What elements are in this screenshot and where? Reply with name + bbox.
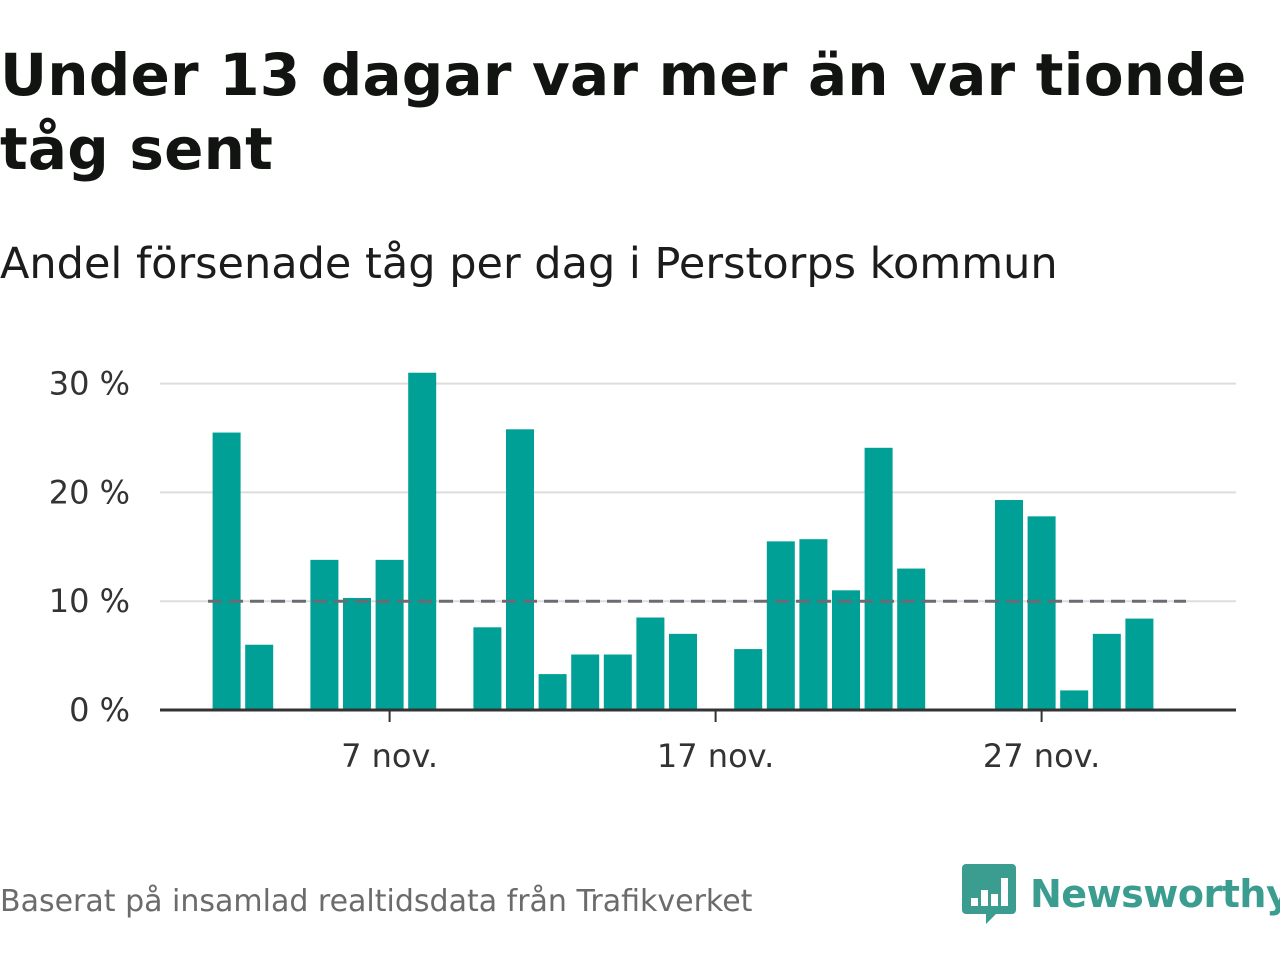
brand-name: Newsworthy	[1030, 872, 1280, 916]
y-tick-label: 0 %	[69, 691, 130, 729]
newsworthy-logo-icon	[962, 864, 1016, 924]
y-tick-label: 20 %	[49, 473, 130, 511]
chart-title: Under 13 dagar var mer än var tionde tåg…	[0, 41, 1247, 183]
bar-28nov	[1060, 690, 1089, 710]
bar-10nov	[473, 627, 502, 710]
bars	[212, 372, 1154, 710]
bar-29nov	[1092, 633, 1121, 710]
x-tick-label: 7 nov.	[341, 737, 438, 775]
bar-23nov	[897, 568, 926, 710]
bar-14nov	[603, 654, 632, 710]
bar-12nov	[538, 674, 567, 710]
source-note: Baserat på insamlad realtidsdata från Tr…	[0, 884, 753, 919]
y-tick-label: 30 %	[49, 365, 130, 403]
bar-21nov	[832, 590, 860, 710]
logo-bar-1	[971, 898, 978, 906]
bar-8nov	[408, 372, 437, 710]
bar-11nov	[506, 429, 534, 710]
logo-bar-4	[1001, 878, 1008, 906]
x-tick-label: 17 nov.	[657, 737, 774, 775]
bar-18nov	[734, 649, 763, 710]
bar-15nov	[636, 617, 665, 710]
bar-26nov	[995, 500, 1023, 710]
logo-bar-2	[981, 890, 988, 906]
y-tick-label: 10 %	[49, 582, 130, 620]
bar-19nov	[766, 541, 795, 710]
bar-5nov	[310, 559, 339, 710]
newsworthy-logo: Newsworthy	[962, 862, 1280, 926]
chart-subtitle: Andel försenade tåg per dag i Perstorps …	[0, 239, 1058, 289]
bar-27nov	[1027, 516, 1056, 710]
bar-3nov	[245, 644, 274, 710]
bar-30nov	[1125, 618, 1154, 710]
logo-bar-3	[991, 894, 998, 906]
bar-16nov	[669, 633, 697, 710]
bar-20nov	[799, 539, 828, 710]
bar-6nov	[343, 597, 371, 710]
bar-7nov	[375, 559, 404, 710]
bar-22nov	[864, 447, 893, 710]
bar-2nov	[212, 432, 241, 710]
x-tick-label: 27 nov.	[983, 737, 1100, 775]
axes: 0 % 10 % 20 % 30 % 7 nov. 17 nov. 27 nov.	[49, 365, 1236, 775]
bar-chart: 0 % 10 % 20 % 30 % 7 nov. 17 nov. 27 nov.	[49, 365, 1236, 775]
bar-13nov	[571, 654, 600, 710]
